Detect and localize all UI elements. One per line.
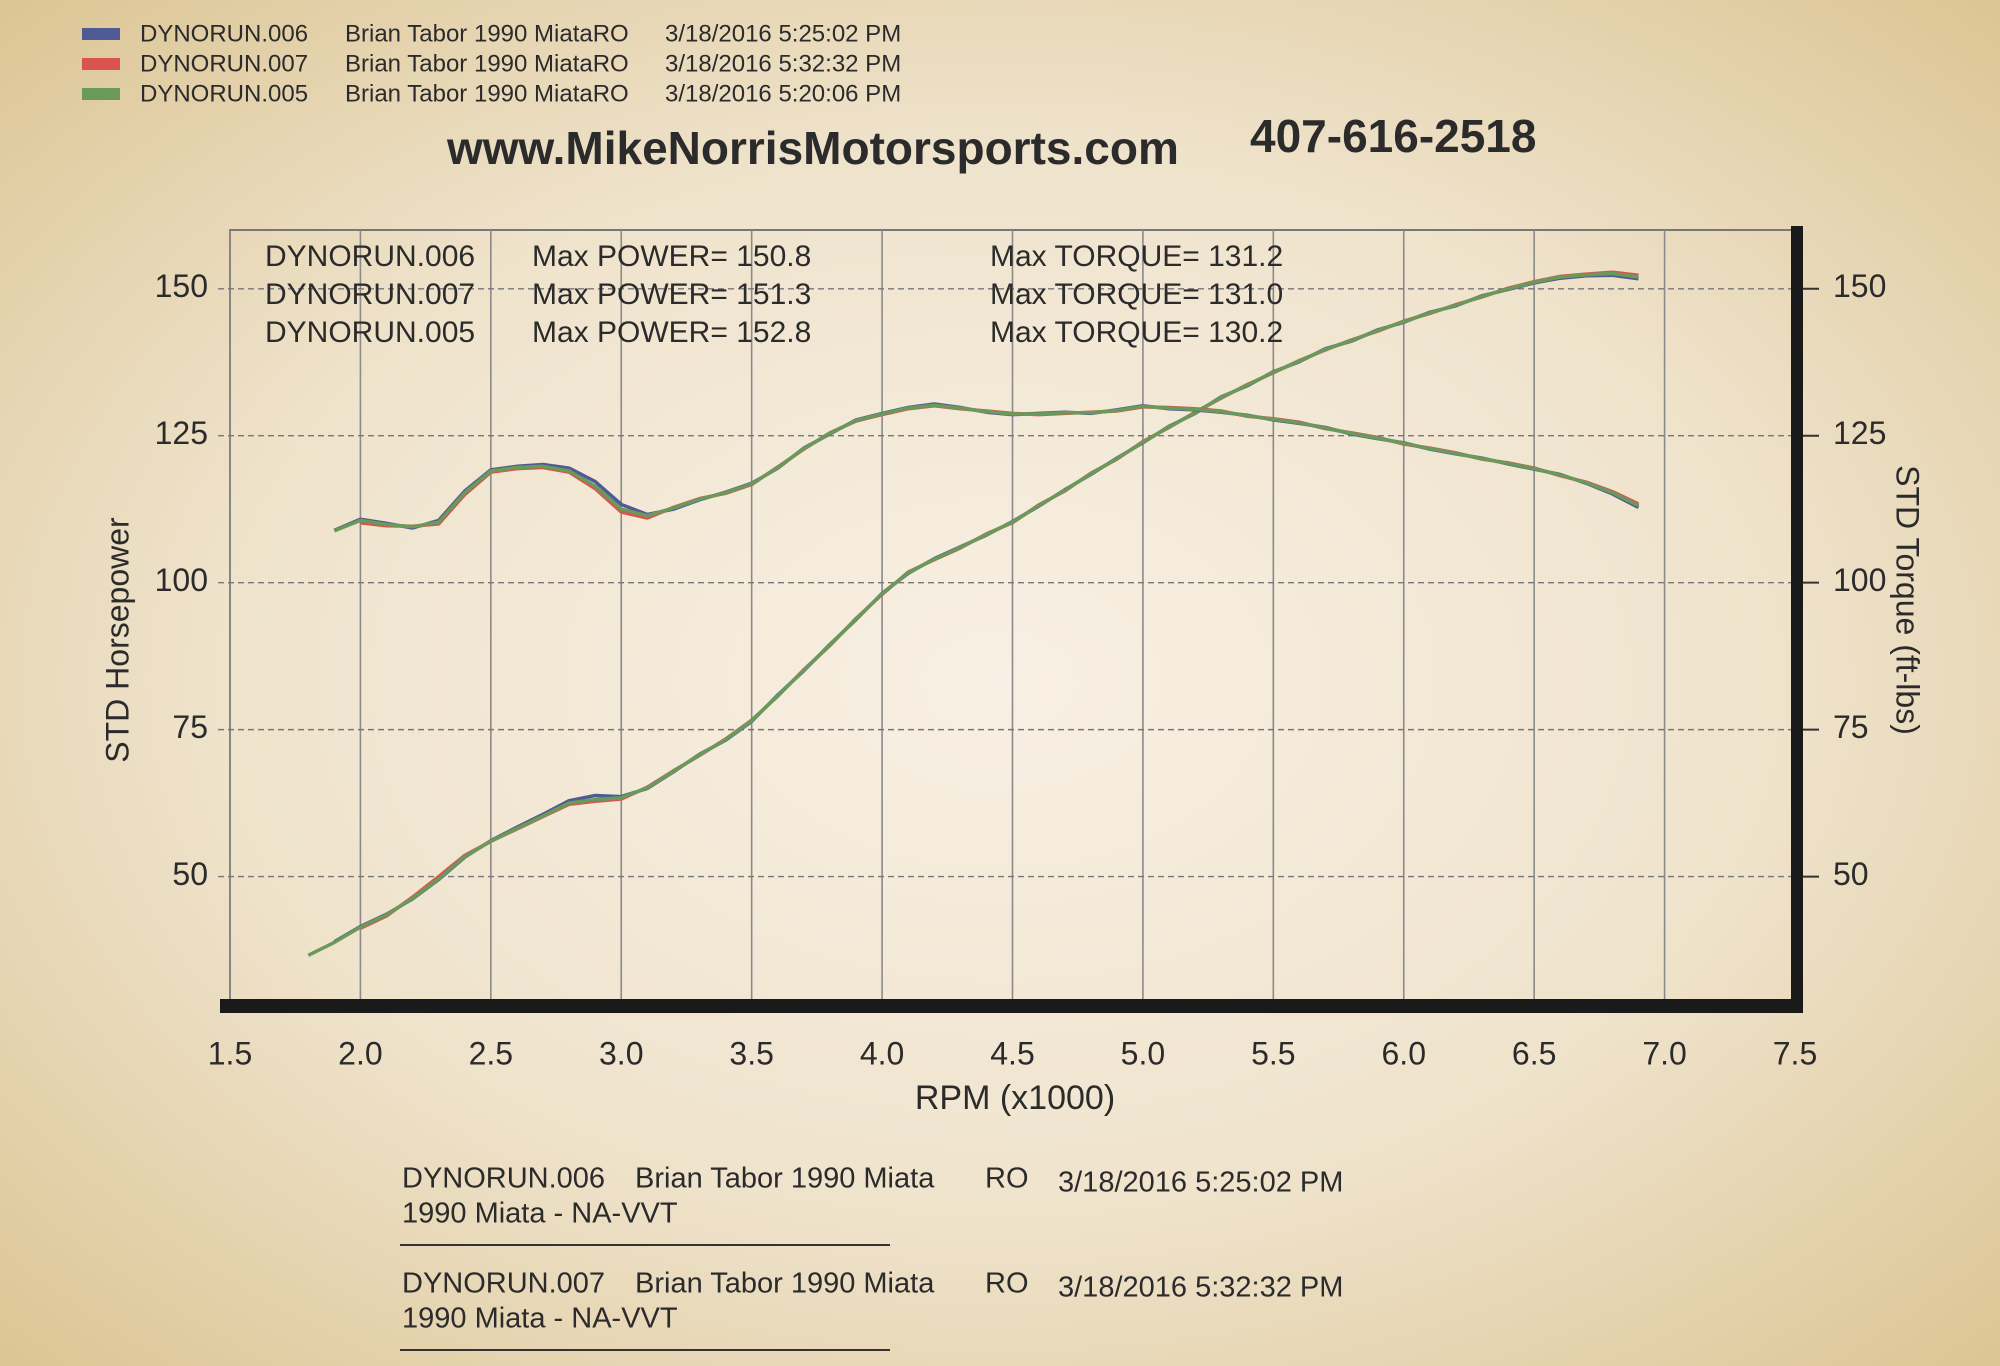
- chart-title: www.MikeNorrisMotorsports.com: [446, 122, 1179, 174]
- x-tick-label: 1.5: [208, 1035, 252, 1071]
- legend-name: DYNORUN.007: [140, 50, 308, 77]
- x-tick-label: 6.5: [1512, 1035, 1556, 1071]
- y2-axis-label: STD Torque (ft-lbs): [1890, 465, 1926, 735]
- footer-description: Brian Tabor 1990 Miata: [635, 1268, 935, 1300]
- summary-run: DYNORUN.006: [265, 240, 475, 273]
- power-line: [307, 271, 1639, 957]
- y-tick-label: 125: [155, 415, 208, 451]
- torque-line: [333, 403, 1640, 533]
- footer-run: DYNORUN.007: [402, 1268, 605, 1300]
- y-tick-label: 75: [172, 709, 208, 745]
- summary-torque: Max TORQUE= 131.2: [990, 240, 1283, 273]
- summary-run: DYNORUN.007: [265, 278, 475, 311]
- legend-description: Brian Tabor 1990 MiataRO: [345, 50, 629, 77]
- summary-power: Max POWER= 150.8: [532, 240, 811, 273]
- legend-timestamp: 3/18/2016 5:20:06 PM: [665, 80, 901, 107]
- y2-tick-label: 125: [1833, 415, 1886, 451]
- y2-tick-label: 50: [1833, 856, 1869, 892]
- x-axis-label: RPM (x1000): [915, 1079, 1115, 1117]
- footer-run: DYNORUN.006: [402, 1163, 605, 1195]
- footer-description: Brian Tabor 1990 Miata: [635, 1163, 935, 1195]
- y2-tick-label: 150: [1833, 268, 1886, 304]
- y-tick-label: 100: [155, 562, 208, 598]
- x-tick-label: 2.0: [338, 1035, 382, 1071]
- footer-note: 1990 Miata - NA-VVT: [402, 1303, 678, 1335]
- legend-name: DYNORUN.005: [140, 80, 308, 107]
- x-tick-label: 6.0: [1382, 1035, 1426, 1071]
- x-tick-label: 5.5: [1251, 1035, 1295, 1071]
- y2-tick-label: 100: [1833, 562, 1886, 598]
- summary-power: Max POWER= 152.8: [532, 316, 811, 349]
- summary-torque: Max TORQUE= 130.2: [990, 316, 1283, 349]
- footer-code: RO: [985, 1163, 1029, 1195]
- legend-timestamp: 3/18/2016 5:32:32 PM: [665, 50, 901, 77]
- chart-subtitle: 407-616-2518: [1250, 110, 1536, 162]
- x-tick-label: 4.0: [860, 1035, 904, 1071]
- x-tick-label: 2.5: [469, 1035, 513, 1071]
- footer-timestamp: 3/18/2016 5:25:02 PM: [1058, 1167, 1343, 1199]
- x-tick-label: 4.5: [990, 1035, 1034, 1071]
- footer-note: 1990 Miata - NA-VVT: [402, 1198, 678, 1230]
- power-line: [333, 273, 1639, 944]
- legend-swatch: [82, 58, 120, 70]
- y-tick-label: 50: [172, 856, 208, 892]
- x-tick-label: 7.0: [1642, 1035, 1686, 1071]
- footer-timestamp: 3/18/2016 5:32:32 PM: [1058, 1272, 1343, 1304]
- x-tick-label: 5.0: [1121, 1035, 1165, 1071]
- legend-timestamp: 3/18/2016 5:25:02 PM: [665, 20, 901, 47]
- x-tick-label: 3.0: [599, 1035, 643, 1071]
- legend-description: Brian Tabor 1990 MiataRO: [345, 20, 629, 47]
- legend-swatch: [82, 28, 120, 40]
- summary-torque: Max TORQUE= 131.0: [990, 278, 1283, 311]
- y-axis-label: STD Horsepower: [99, 517, 135, 763]
- y2-tick-label: 75: [1833, 709, 1869, 745]
- x-tick-label: 3.5: [729, 1035, 773, 1071]
- legend-name: DYNORUN.006: [140, 20, 308, 47]
- legend-description: Brian Tabor 1990 MiataRO: [345, 80, 629, 107]
- y-tick-label: 150: [155, 268, 208, 304]
- summary-power: Max POWER= 151.3: [532, 278, 811, 311]
- footer-code: RO: [985, 1268, 1029, 1300]
- power-line: [359, 270, 1639, 930]
- x-tick-label: 7.5: [1773, 1035, 1817, 1071]
- summary-run: DYNORUN.005: [265, 316, 475, 349]
- legend-swatch: [82, 88, 120, 100]
